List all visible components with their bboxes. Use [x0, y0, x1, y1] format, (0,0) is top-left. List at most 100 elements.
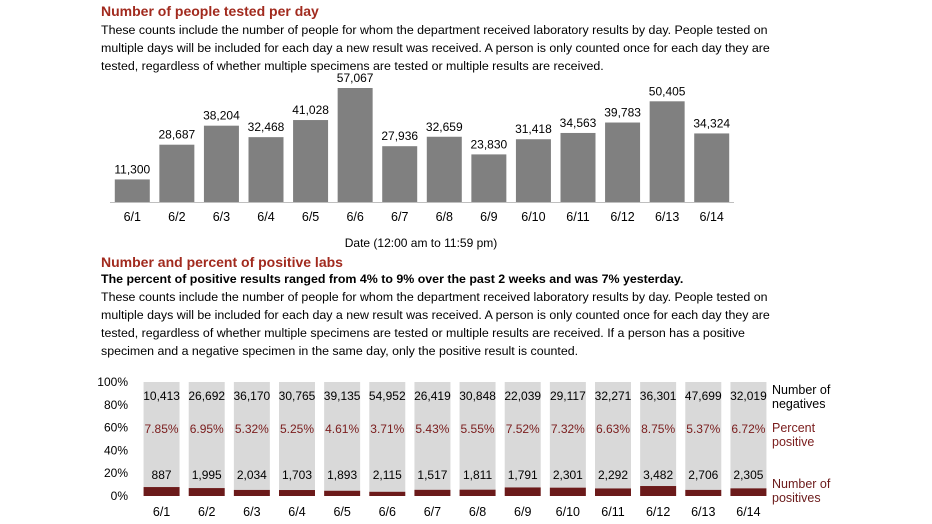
bar-value-label: 34,563 — [560, 116, 597, 130]
bar-value-label: 50,405 — [649, 84, 686, 98]
positives-chart-description: These counts include the number of peopl… — [101, 290, 770, 358]
negatives-segment — [459, 382, 496, 490]
y-tick-label: 60% — [104, 421, 128, 435]
positives-segment — [549, 487, 586, 496]
x-tick-label: 6/6 — [346, 210, 363, 224]
x-tick-label: 6/13 — [655, 210, 679, 224]
x-tick-label: 6/1 — [153, 505, 170, 519]
negatives-value-label: 36,170 — [234, 389, 271, 403]
x-tick-label: 6/5 — [333, 505, 350, 519]
bar-value-label: 39,783 — [604, 106, 641, 120]
negatives-value-label: 54,952 — [369, 389, 406, 403]
percent-positive-label: 6.63% — [596, 422, 630, 436]
bar — [114, 179, 150, 202]
percent-positive-label: 7.52% — [506, 422, 540, 436]
x-tick-label: 6/14 — [700, 210, 724, 224]
positives-segment — [685, 489, 722, 496]
negatives-segment — [279, 382, 315, 491]
positives-segment — [414, 489, 451, 496]
x-tick-label: 6/8 — [436, 210, 453, 224]
negatives-segment — [730, 382, 767, 489]
bar — [248, 137, 284, 202]
bar — [649, 101, 685, 202]
negatives-segment — [369, 382, 406, 492]
positives-segment — [504, 487, 541, 496]
x-tick-label: 6/11 — [566, 210, 589, 224]
bar — [560, 132, 596, 202]
x-tick-label: 6/9 — [514, 505, 531, 519]
negatives-value-label: 10,413 — [143, 389, 180, 403]
positives-segment — [640, 486, 677, 496]
negatives-value-label: 32,019 — [730, 389, 767, 403]
positives-segment — [143, 487, 180, 496]
legend-label: negatives — [772, 397, 826, 411]
percent-positive-label: 4.61% — [325, 422, 359, 436]
negatives-value-label: 26,692 — [188, 389, 225, 403]
positives-value-label: 1,893 — [327, 468, 357, 482]
y-tick-label: 100% — [97, 375, 128, 389]
negatives-value-label: 29,117 — [550, 389, 586, 403]
positives-value-label: 887 — [152, 468, 172, 482]
x-tick-label: 6/3 — [243, 505, 260, 519]
x-tick-label: 6/6 — [379, 505, 396, 519]
negatives-value-label: 36,301 — [640, 389, 677, 403]
positives-segment — [324, 490, 361, 496]
y-tick-label: 80% — [104, 398, 128, 412]
positives-value-label: 1,995 — [192, 468, 222, 482]
bar-value-label: 32,659 — [426, 120, 463, 134]
positives-summary: The percent of positive results ranged f… — [101, 272, 684, 286]
negatives-value-label: 32,271 — [595, 389, 632, 403]
positives-value-label: 1,703 — [282, 468, 312, 482]
x-tick-label: 6/4 — [288, 505, 305, 519]
percent-positive-label: 5.37% — [686, 422, 720, 436]
x-tick-label: 6/4 — [257, 210, 274, 224]
bar — [382, 146, 418, 202]
x-tick-label: 6/5 — [302, 210, 319, 224]
legend-label: positive — [772, 435, 814, 449]
y-tick-label: 40% — [104, 443, 128, 457]
x-tick-label: 6/11 — [601, 505, 624, 519]
negatives-value-label: 47,699 — [685, 389, 722, 403]
negatives-value-label: 30,848 — [459, 389, 496, 403]
negatives-segment — [414, 382, 451, 490]
bar-value-label: 27,936 — [381, 129, 418, 143]
positives-segment — [730, 488, 767, 496]
bar-value-label: 11,300 — [114, 162, 150, 176]
positives-value-label: 2,301 — [553, 468, 583, 482]
positives-segment — [188, 488, 225, 496]
negatives-value-label: 22,039 — [504, 389, 541, 403]
positives-segment — [233, 489, 270, 496]
legend-label: Number of — [772, 383, 831, 397]
positives-segment — [369, 491, 406, 496]
percent-positive-label: 5.43% — [415, 422, 449, 436]
positives-value-label: 2,305 — [733, 468, 763, 482]
negatives-segment — [188, 382, 225, 489]
positives-value-label: 2,115 — [373, 468, 402, 482]
bar-value-label: 38,204 — [203, 109, 240, 123]
positives-segment — [279, 490, 315, 496]
positives-value-label: 2,292 — [598, 468, 628, 482]
bar-value-label: 41,028 — [292, 103, 329, 117]
percent-positive-label: 7.32% — [551, 422, 585, 436]
bar — [694, 133, 730, 202]
bar — [203, 125, 239, 202]
positives-chart-title: Number and percent of positive labs — [101, 254, 343, 270]
negatives-segment — [595, 382, 631, 489]
bar — [515, 139, 551, 202]
positives-segment — [595, 488, 631, 496]
bar — [337, 88, 373, 202]
bar-value-label: 23,830 — [471, 137, 508, 151]
legend-label: positives — [772, 491, 821, 505]
x-tick-label: 6/7 — [391, 210, 408, 224]
legend-label: Number of — [772, 477, 831, 491]
percent-positive-label: 8.75% — [641, 422, 675, 436]
legend-label: Percent — [772, 421, 816, 435]
bar — [159, 144, 195, 202]
tested-chart-title: Number of people tested per day — [101, 3, 319, 19]
percent-positive-label: 5.32% — [235, 422, 269, 436]
negatives-segment — [640, 382, 677, 487]
bar-value-label: 57,067 — [337, 71, 374, 85]
negatives-segment — [324, 382, 361, 491]
bar — [426, 136, 462, 202]
